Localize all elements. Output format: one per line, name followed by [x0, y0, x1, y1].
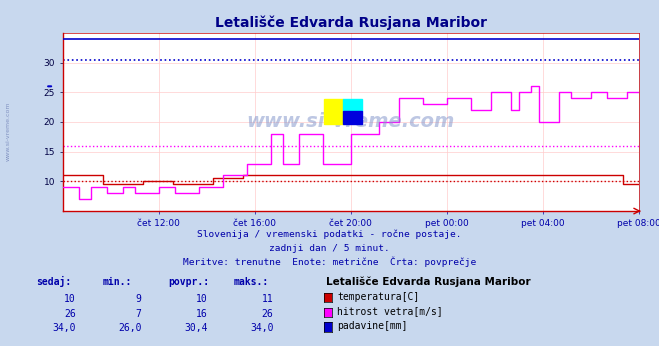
- Bar: [324, 99, 343, 124]
- Text: 26: 26: [64, 309, 76, 319]
- Text: 34,0: 34,0: [250, 324, 273, 334]
- Text: sedaj:: sedaj:: [36, 276, 71, 288]
- Text: 26,0: 26,0: [118, 324, 142, 334]
- Text: 7: 7: [136, 309, 142, 319]
- Text: 16: 16: [196, 309, 208, 319]
- Text: 26: 26: [262, 309, 273, 319]
- Text: povpr.:: povpr.:: [168, 277, 209, 288]
- Text: temperatura[C]: temperatura[C]: [337, 292, 420, 302]
- Bar: [343, 99, 362, 111]
- Text: hitrost vetra[m/s]: hitrost vetra[m/s]: [337, 307, 443, 317]
- Text: www.si-vreme.com: www.si-vreme.com: [246, 112, 455, 131]
- Text: padavine[mm]: padavine[mm]: [337, 321, 408, 331]
- Text: 10: 10: [196, 294, 208, 304]
- Text: 10: 10: [64, 294, 76, 304]
- Text: maks.:: maks.:: [234, 277, 269, 288]
- Text: 9: 9: [136, 294, 142, 304]
- Text: Slovenija / vremenski podatki - ročne postaje.: Slovenija / vremenski podatki - ročne po…: [197, 229, 462, 239]
- Text: Letališče Edvarda Rusjana Maribor: Letališče Edvarda Rusjana Maribor: [326, 277, 531, 288]
- Text: 30,4: 30,4: [184, 324, 208, 334]
- Text: 34,0: 34,0: [52, 324, 76, 334]
- Text: min.:: min.:: [102, 277, 132, 288]
- Text: 11: 11: [262, 294, 273, 304]
- Title: Letališče Edvarda Rusjana Maribor: Letališče Edvarda Rusjana Maribor: [215, 16, 487, 30]
- Text: zadnji dan / 5 minut.: zadnji dan / 5 minut.: [269, 244, 390, 253]
- Text: Meritve: trenutne  Enote: metrične  Črta: povprečje: Meritve: trenutne Enote: metrične Črta: …: [183, 256, 476, 267]
- Bar: [343, 111, 362, 124]
- Text: www.si-vreme.com: www.si-vreme.com: [6, 102, 11, 161]
